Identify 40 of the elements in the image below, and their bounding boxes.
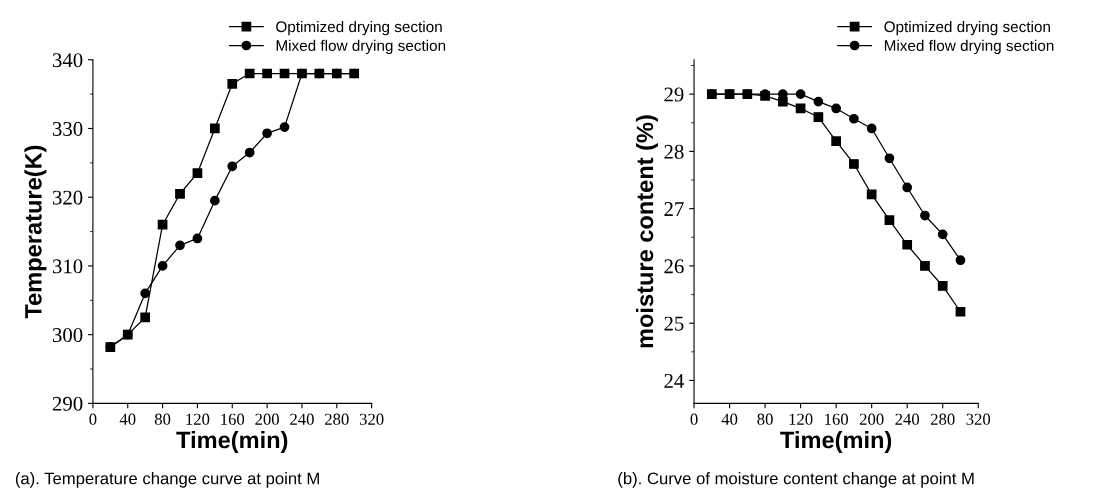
y-tick-label: 330 <box>52 121 83 136</box>
x-tick-label: 0 <box>690 413 698 425</box>
y-tick-label: 310 <box>52 259 83 274</box>
x-tick-label: 40 <box>119 413 136 425</box>
x-tick-label: 160 <box>221 413 245 425</box>
x-tick-label: 120 <box>789 413 813 425</box>
y-tick-label: 290 <box>52 396 83 411</box>
x-axis-title: Time(min) <box>176 430 288 453</box>
y-tick-label: 27 <box>664 202 684 216</box>
y-axis-title: moisture content (%) <box>635 115 658 348</box>
x-tick-label: 80 <box>757 413 773 425</box>
legend-label: Mixed flow drying section <box>884 39 1054 55</box>
x-tick-label: 40 <box>721 413 738 425</box>
y-tick-label: 25 <box>664 316 684 331</box>
text: (b). Curve of moisture content change at point M <box>618 472 974 488</box>
x-tick-label: 280 <box>325 413 349 425</box>
legend-label: Optimized drying section <box>884 20 1050 36</box>
y-tick-label: 24 <box>664 373 685 388</box>
x-tick-label: 240 <box>895 413 920 425</box>
y-tick-label: 320 <box>52 190 83 205</box>
x-tick-label: 280 <box>930 413 955 425</box>
y-tick-label: 29 <box>664 87 684 102</box>
x-tick-label: 200 <box>255 413 279 425</box>
x-tick-label: 200 <box>859 413 884 425</box>
x-tick-label: 120 <box>186 413 210 425</box>
x-axis-title: Time(min) <box>780 430 892 453</box>
x-tick-label: 80 <box>154 413 171 425</box>
x-tick-label: 240 <box>290 413 314 425</box>
x-tick-label: 320 <box>966 413 991 425</box>
y-tick-label: 26 <box>664 259 684 274</box>
x-tick-label: 320 <box>359 413 384 425</box>
y-axis-title: Temperature(K) <box>24 145 47 319</box>
legend-label: Optimized drying section <box>276 20 442 36</box>
y-tick-label: 300 <box>52 328 83 343</box>
x-tick-label: 160 <box>825 413 849 425</box>
text: (a). Temperature change curve at point M <box>15 472 319 488</box>
y-tick-label: 28 <box>664 144 684 159</box>
x-tick-label: 0 <box>89 413 97 425</box>
y-tick-label: 340 <box>52 53 83 68</box>
legend-label: Mixed flow drying section <box>276 39 446 55</box>
